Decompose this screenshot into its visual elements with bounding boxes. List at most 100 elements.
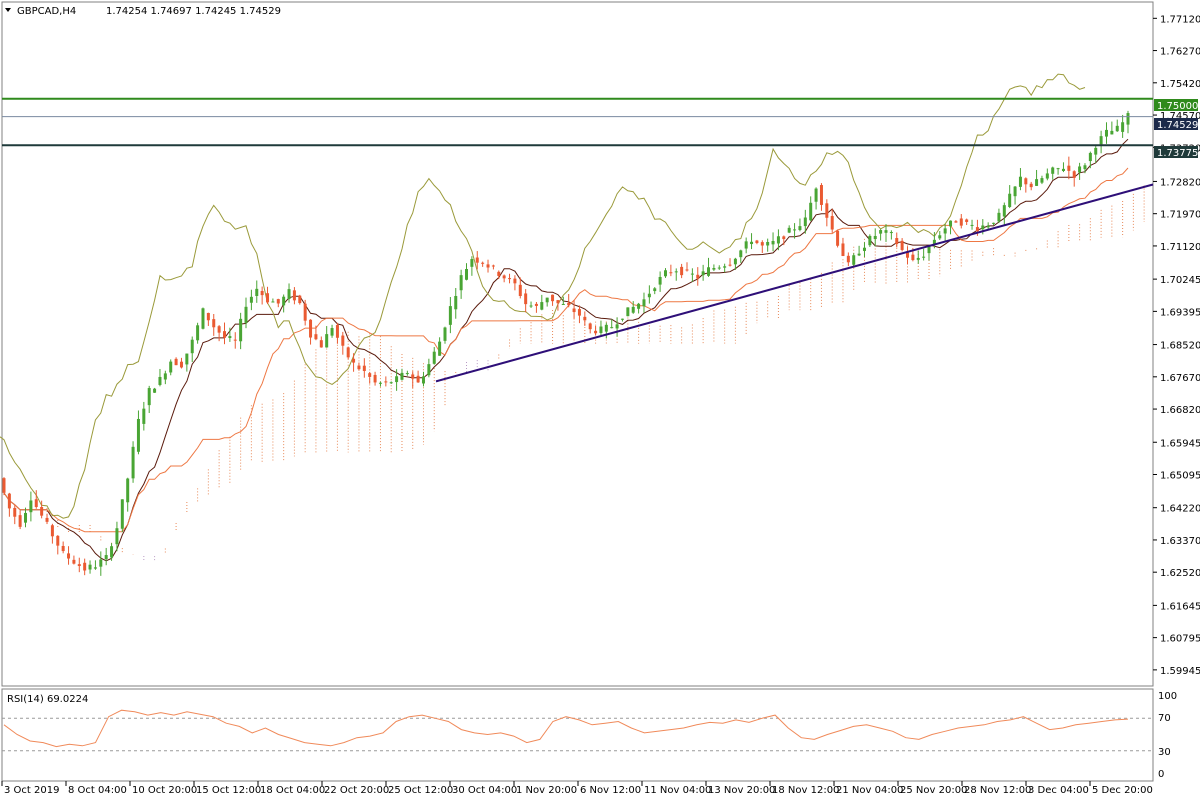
price-tick-label: 1.72820 [1160,177,1200,188]
candle-body [534,303,538,306]
candle-body [18,515,22,527]
candle-body [970,224,974,226]
rsi-level-70: 70 [1158,713,1171,724]
candle-body [981,225,985,230]
candle-body [518,284,522,296]
candle-body [701,271,705,276]
candle-body [298,295,302,304]
candle-body [561,303,565,305]
candle-body [244,306,248,323]
candle-body [395,376,399,383]
candle-body [282,296,286,306]
chikou-line [0,73,1086,519]
candle-body [416,375,420,383]
price-tick-label: 1.74570 [1160,111,1200,122]
candle-body [819,185,823,205]
candle-body [352,358,356,363]
candle-body [680,266,684,276]
candle-body [922,256,926,258]
candle-body [497,271,501,276]
rsi-label: RSI(14) 69.0224 [7,694,88,705]
candle-body [717,267,721,269]
rsi-level-0: 0 [1158,769,1164,780]
price-tick-label: 1.65095 [1160,471,1200,482]
price-tick-label: 1.64220 [1160,504,1200,515]
candle-body [997,212,1001,222]
candle-body [889,232,893,234]
candle-body [131,446,135,479]
candle-body [481,262,485,264]
candle-body [943,228,947,234]
candle-body [255,288,259,296]
rsi-level-100: 100 [1158,691,1177,702]
candle-body [545,297,549,303]
candle-body [314,334,318,340]
candle-body [163,373,167,380]
candle-body [513,278,517,284]
candle-body [249,296,253,303]
candle-body [448,306,452,325]
candle-body [93,567,97,569]
rsi-plot-area[interactable] [1,688,1154,782]
candle-body [196,325,200,341]
price-tick-label: 1.70245 [1160,275,1200,286]
candle-body [750,241,754,245]
candle-body [911,254,915,261]
time-tick-label: 28 Nov 12:00 [964,785,1031,796]
candle-body [1083,165,1087,170]
candle-body [368,373,372,377]
candle-body [653,288,657,292]
candle-body [142,408,146,424]
candle-body [120,499,124,529]
candle-body [67,553,71,559]
candle-body [34,499,38,507]
candle-body [868,235,872,246]
candle-body [879,230,883,234]
price-tick-label: 1.65945 [1160,438,1200,449]
candle-body [1051,167,1055,174]
candle-body [674,271,678,273]
candle-body [190,339,194,354]
candle-body [239,318,243,342]
candle-body [341,335,345,346]
candle-body [916,258,920,260]
price-tick-label: 1.76270 [1160,47,1200,58]
candle-body [663,270,667,277]
candle-body [1126,113,1130,125]
candle-body [287,289,291,300]
candle-body [583,316,587,321]
time-tick-label: 18 Oct 04:00 [260,785,325,796]
candle-body [647,293,651,298]
candle-body [147,388,151,406]
collapse-triangle-icon[interactable] [5,8,11,12]
candle-body [1078,166,1082,173]
candle-body [427,364,431,376]
candle-body [126,478,130,503]
time-tick-label: 6 Nov 12:00 [580,785,641,796]
candle-body [222,331,226,338]
candle-body [212,319,216,328]
price-tick-label: 1.77120 [1160,14,1200,25]
candle-body [836,230,840,246]
candle-body [529,305,533,307]
rsi-line [3,709,1129,748]
candle-body [217,326,221,333]
candle-body [1072,171,1076,178]
candle-body [432,351,436,364]
candle-body [330,328,334,336]
candle-body [40,507,44,516]
main-plot-area[interactable] [1,1,1154,687]
candle-body [158,376,162,385]
indicator-lines [0,73,1129,562]
candle-body [1002,205,1006,217]
candle-body [179,361,183,368]
price-tick-label: 1.67670 [1160,373,1200,384]
time-tick-label: 21 Nov 04:00 [836,785,903,796]
candle-body [986,225,990,228]
candle-body [723,266,727,268]
price-tick-label: 1.75420 [1160,79,1200,90]
candle-body [459,275,463,291]
trendline [435,183,1154,383]
